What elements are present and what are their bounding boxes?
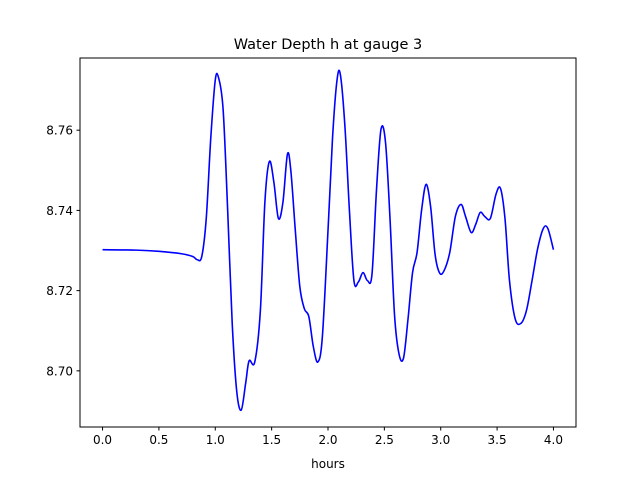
y-axis: 8.70 8.72 8.74 8.76 [46,124,80,378]
y-tick-label: 8.72 [46,284,73,298]
y-tick-label: 8.74 [46,204,73,218]
x-axis: 0.0 0.5 1.0 1.5 2.0 2.5 3.0 3.5 4.0 [93,427,563,447]
x-tick-label: 2.0 [318,433,337,447]
x-axis-label: hours [311,457,345,471]
x-tick-label: 1.5 [262,433,281,447]
x-tick-label: 4.0 [544,433,563,447]
y-tick-label: 8.70 [46,364,73,378]
x-tick-label: 2.5 [375,433,394,447]
x-tick-label: 3.5 [488,433,507,447]
plot-content [102,69,555,412]
plot-frame [79,57,577,428]
x-tick-label: 0.0 [93,433,112,447]
x-tick-label: 1.0 [206,433,225,447]
y-tick-label: 8.76 [46,124,73,138]
chart-title: Water Depth h at gauge 3 [234,37,422,53]
x-tick-label: 0.5 [149,433,168,447]
series-line [102,69,555,412]
x-tick-label: 3.0 [431,433,450,447]
